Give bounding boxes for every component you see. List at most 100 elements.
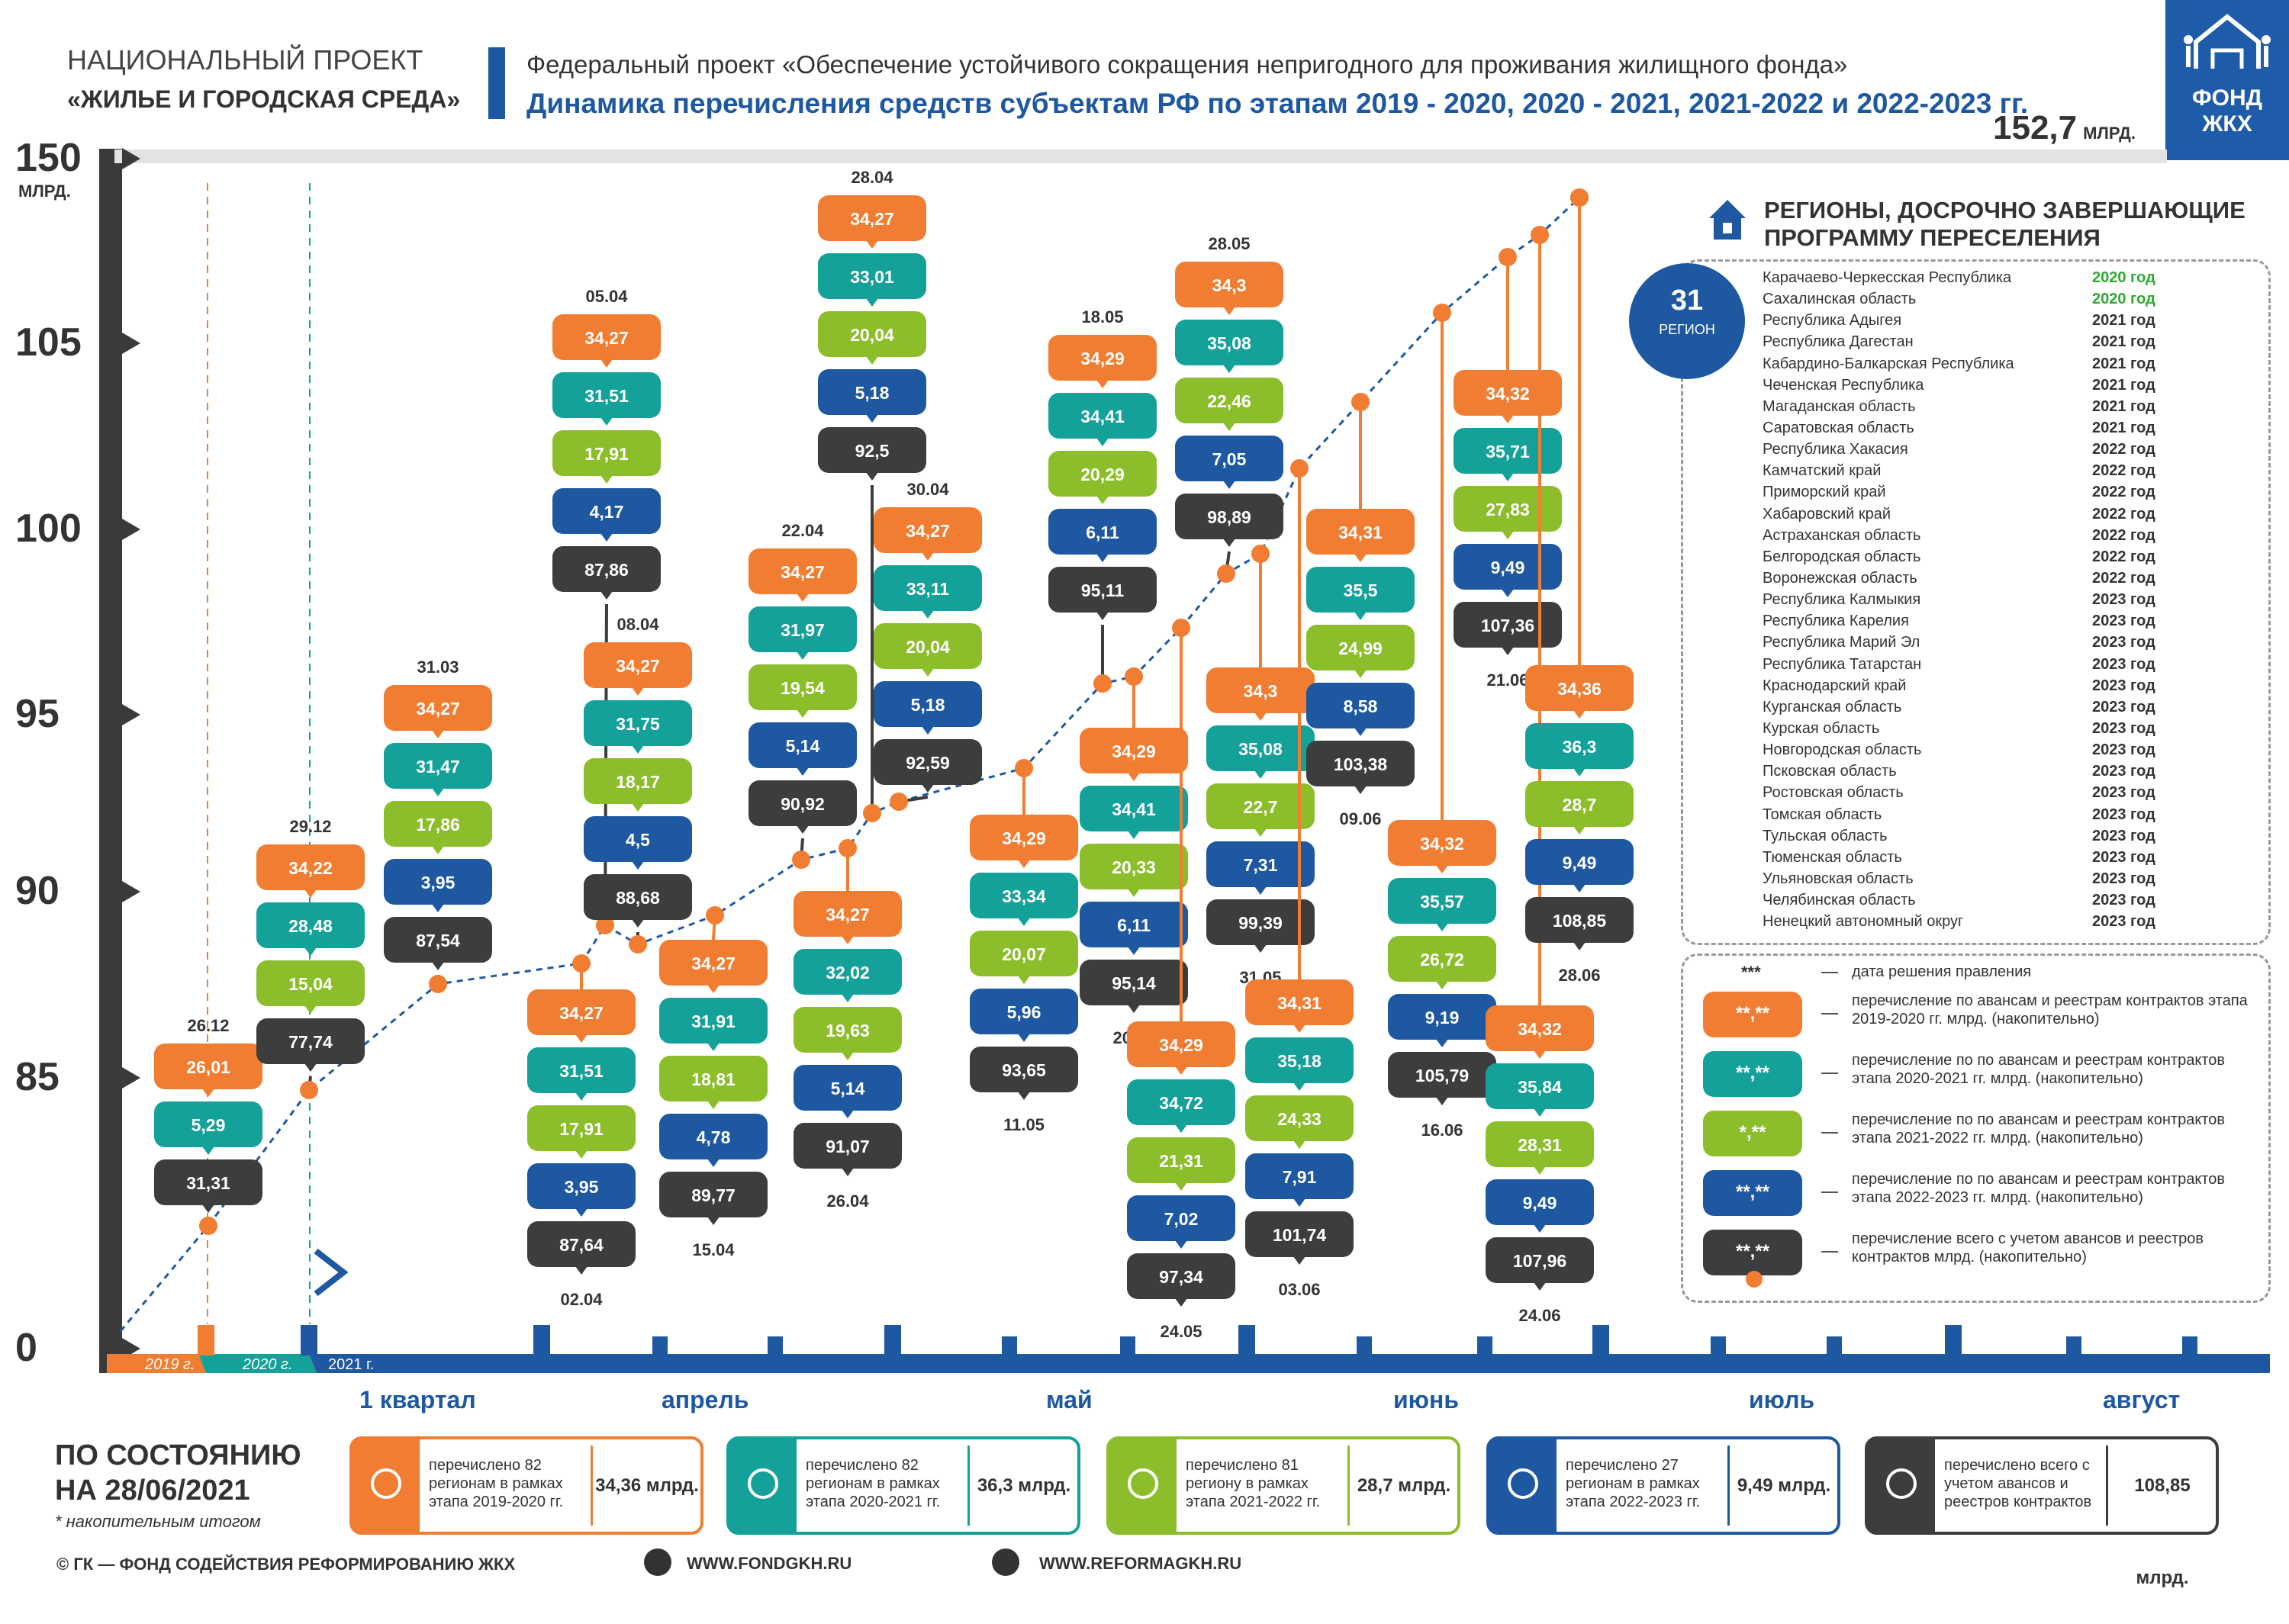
value-pill [527, 1047, 636, 1093]
pill-pointer [1128, 831, 1140, 839]
value-pill [1306, 741, 1415, 786]
axis-tick-minor [652, 1336, 668, 1355]
pill-pointer [1436, 981, 1448, 989]
value-pill [1206, 783, 1315, 829]
value-pill [527, 1163, 636, 1209]
pill-pointer [922, 668, 934, 677]
value-label: 31,31 [186, 1173, 230, 1193]
regions-list: Карачаево-Черкесская Республика 2020 год С… [1763, 267, 2159, 932]
region-year: 2021 год [2092, 355, 2155, 372]
value-pill [256, 902, 365, 948]
value-label: 34,29 [1159, 1035, 1203, 1055]
value-label: 19,54 [781, 678, 825, 698]
y-tick-label: 90 [15, 869, 60, 913]
value-pill [584, 700, 692, 746]
region-year: 2023 год [2092, 892, 2155, 909]
value-label: 28,31 [1518, 1135, 1562, 1155]
data-point [629, 935, 647, 953]
value-pill [1306, 683, 1415, 728]
value-label: 33,11 [906, 579, 949, 599]
value-label: 31,47 [416, 757, 460, 777]
region-name: Курская область [1763, 719, 1880, 737]
region-year: 2020 год [2092, 269, 2155, 286]
value-pill [1525, 723, 1634, 769]
value-pill [970, 989, 1078, 1034]
y-tick-mark [122, 148, 140, 169]
value-pill [384, 917, 492, 963]
pill-pointer [707, 1101, 720, 1109]
legend-swatch: **,** [1703, 1230, 1802, 1275]
regions-title: РЕГИОНЫ, ДОСРОЧНО ЗАВЕРШАЮЩИЕ ПРОГРАММУ … [1764, 197, 2246, 252]
value-pill [794, 1007, 902, 1053]
axis-tick-major [1238, 1325, 1255, 1355]
region-row: Магаданская область 2021 год [1763, 396, 2159, 417]
legend-text: перечисление по авансам и реестрам контр… [1852, 992, 2248, 1027]
value-pill [1388, 878, 1496, 924]
pill-pointer [1534, 1050, 1546, 1059]
region-year: 2021 год [2092, 397, 2155, 415]
region-name: Сахалинская область [1763, 291, 1917, 308]
value-pill [1048, 393, 1157, 439]
value-pill [659, 1172, 768, 1217]
value-pill [154, 1101, 262, 1147]
region-year: 2022 год [2092, 484, 2155, 501]
region-row: Воронежская область 2022 год [1763, 568, 2159, 589]
value-pill [552, 488, 661, 534]
value-label: 28,48 [288, 916, 333, 936]
value-pill [1127, 1253, 1235, 1299]
value-pill [1206, 725, 1315, 771]
region-row: Тульская область 2023 год [1763, 825, 2159, 847]
value-pill [1245, 1095, 1354, 1141]
value-label: 35,71 [1486, 442, 1530, 461]
summary-box: перечислено 27 регионам в рамках этапа 2… [1486, 1436, 1840, 1535]
data-point [572, 954, 591, 973]
pill-pointer [304, 1005, 317, 1014]
value-label: 108,85 [1553, 911, 1607, 931]
pill-pointer [304, 1063, 317, 1072]
pill-pointer [842, 1052, 854, 1060]
value-label: 34,29 [1002, 828, 1046, 848]
website-link[interactable]: WWW.FONDGKH.RU [687, 1554, 852, 1573]
value-pill [1486, 1005, 1594, 1051]
website-link[interactable]: WWW.REFORMAGKH.RU [1039, 1554, 1242, 1573]
region-year: 2023 год [2092, 741, 2155, 759]
region-name: Тульская область [1763, 827, 1888, 844]
region-name: Республика Карелия [1763, 613, 1909, 630]
copyright: © ГК — ФОНД СОДЕЙСТВИЯ РЕФОРМИРОВАНИЮ ЖК… [56, 1555, 516, 1574]
region-year: 2022 год [2092, 441, 2155, 458]
value-label: 15,04 [288, 974, 333, 994]
data-point [890, 793, 908, 811]
pill-pointer [1223, 539, 1235, 547]
value-pill [1048, 335, 1157, 381]
region-year: 2023 год [2092, 827, 2155, 844]
value-label: 98,89 [1207, 507, 1251, 527]
axis-2021 [309, 1354, 2270, 1373]
value-label: 22,7 [1244, 797, 1278, 817]
value-pill [1454, 602, 1562, 648]
pill-pointer [1502, 415, 1514, 423]
pill-pointer [842, 1168, 854, 1176]
value-pill [794, 1065, 902, 1111]
pill-pointer [600, 591, 613, 600]
value-pill [1175, 378, 1283, 423]
region-name: Кабардино-Балкарская Республика [1763, 355, 2014, 372]
summary-text: перечислено 82 регионам в рамках этапа 2… [429, 1457, 564, 1510]
pill-pointer [1096, 496, 1109, 504]
value-pill [794, 891, 902, 937]
value-label: 99,39 [1238, 913, 1283, 933]
value-label: 34,72 [1159, 1093, 1203, 1113]
legend-swatch: **,** [1703, 1051, 1802, 1097]
summary-box: перечислено всего с учетом авансов и рее… [1865, 1436, 2219, 1588]
pill-pointer [1502, 473, 1514, 481]
region-name: Чеченская Республика [1763, 376, 1924, 394]
value-pill [1486, 1237, 1594, 1283]
pill-pointer [632, 861, 644, 870]
pill-pointer [1436, 923, 1448, 931]
value-label: 31,91 [691, 1011, 736, 1031]
value-label: 34,27 [826, 905, 870, 925]
value-pill [584, 758, 692, 804]
value-pill [749, 722, 857, 768]
coins-icon [1109, 1439, 1177, 1532]
value-label: 31,75 [616, 714, 660, 734]
value-label: 89,77 [691, 1185, 736, 1205]
